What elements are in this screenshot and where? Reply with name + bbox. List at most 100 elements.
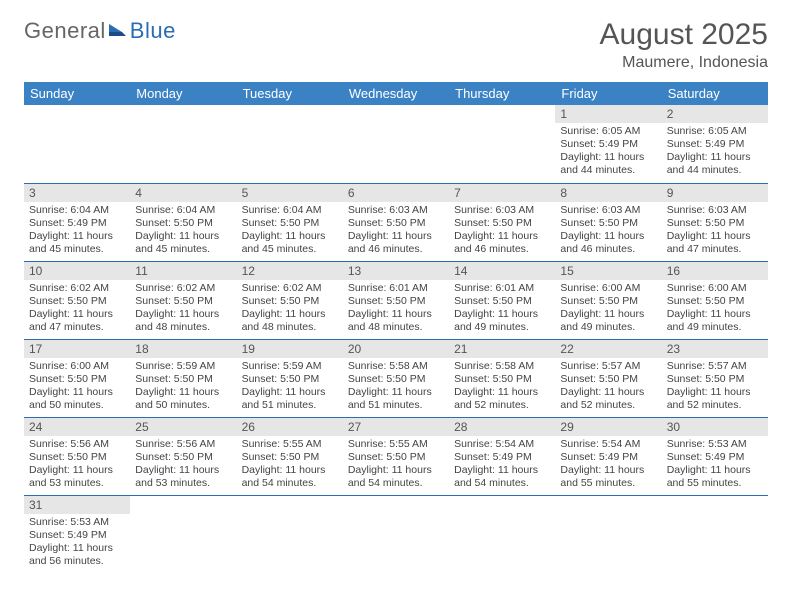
day-number: 8	[555, 184, 661, 202]
calendar-row: 31Sunrise: 5:53 AMSunset: 5:49 PMDayligh…	[24, 495, 768, 573]
day-number: 29	[555, 418, 661, 436]
calendar-cell: 2Sunrise: 6:05 AMSunset: 5:49 PMDaylight…	[662, 105, 768, 183]
logo: General Blue	[24, 18, 176, 44]
day-info: Sunrise: 6:02 AMSunset: 5:50 PMDaylight:…	[130, 280, 236, 339]
day-number: 7	[449, 184, 555, 202]
day-number: 15	[555, 262, 661, 280]
calendar-row: 24Sunrise: 5:56 AMSunset: 5:50 PMDayligh…	[24, 417, 768, 495]
day-info: Sunrise: 5:55 AMSunset: 5:50 PMDaylight:…	[237, 436, 343, 495]
day-number: 13	[343, 262, 449, 280]
calendar-cell: 8Sunrise: 6:03 AMSunset: 5:50 PMDaylight…	[555, 183, 661, 261]
weekday-header: Friday	[555, 82, 661, 105]
day-info: Sunrise: 5:59 AMSunset: 5:50 PMDaylight:…	[130, 358, 236, 417]
calendar-cell: 13Sunrise: 6:01 AMSunset: 5:50 PMDayligh…	[343, 261, 449, 339]
day-number: 28	[449, 418, 555, 436]
calendar-cell: 4Sunrise: 6:04 AMSunset: 5:50 PMDaylight…	[130, 183, 236, 261]
calendar-cell: 12Sunrise: 6:02 AMSunset: 5:50 PMDayligh…	[237, 261, 343, 339]
day-info: Sunrise: 6:02 AMSunset: 5:50 PMDaylight:…	[237, 280, 343, 339]
day-info: Sunrise: 5:58 AMSunset: 5:50 PMDaylight:…	[449, 358, 555, 417]
header: General Blue August 2025 Maumere, Indone…	[24, 18, 768, 72]
weekday-header: Saturday	[662, 82, 768, 105]
day-number: 21	[449, 340, 555, 358]
calendar-cell-empty	[343, 495, 449, 573]
day-number: 3	[24, 184, 130, 202]
day-info: Sunrise: 6:00 AMSunset: 5:50 PMDaylight:…	[24, 358, 130, 417]
day-info: Sunrise: 6:01 AMSunset: 5:50 PMDaylight:…	[343, 280, 449, 339]
day-number: 5	[237, 184, 343, 202]
day-info: Sunrise: 5:53 AMSunset: 5:49 PMDaylight:…	[662, 436, 768, 495]
day-info: Sunrise: 6:00 AMSunset: 5:50 PMDaylight:…	[662, 280, 768, 339]
weekday-header: Thursday	[449, 82, 555, 105]
calendar-row: 3Sunrise: 6:04 AMSunset: 5:49 PMDaylight…	[24, 183, 768, 261]
calendar-cell: 26Sunrise: 5:55 AMSunset: 5:50 PMDayligh…	[237, 417, 343, 495]
day-number: 27	[343, 418, 449, 436]
calendar-row: 1Sunrise: 6:05 AMSunset: 5:49 PMDaylight…	[24, 105, 768, 183]
day-info: Sunrise: 6:05 AMSunset: 5:49 PMDaylight:…	[662, 123, 768, 182]
day-number: 20	[343, 340, 449, 358]
day-number: 22	[555, 340, 661, 358]
day-number: 25	[130, 418, 236, 436]
calendar-cell: 1Sunrise: 6:05 AMSunset: 5:49 PMDaylight…	[555, 105, 661, 183]
calendar-cell-empty	[449, 105, 555, 183]
month-title: August 2025	[600, 18, 768, 52]
calendar-cell-empty	[24, 105, 130, 183]
day-info: Sunrise: 5:58 AMSunset: 5:50 PMDaylight:…	[343, 358, 449, 417]
calendar-cell-empty	[130, 495, 236, 573]
calendar-cell: 15Sunrise: 6:00 AMSunset: 5:50 PMDayligh…	[555, 261, 661, 339]
day-info: Sunrise: 6:00 AMSunset: 5:50 PMDaylight:…	[555, 280, 661, 339]
location: Maumere, Indonesia	[600, 54, 768, 72]
calendar-cell: 29Sunrise: 5:54 AMSunset: 5:49 PMDayligh…	[555, 417, 661, 495]
calendar-table: SundayMondayTuesdayWednesdayThursdayFrid…	[24, 82, 768, 573]
day-info: Sunrise: 5:57 AMSunset: 5:50 PMDaylight:…	[555, 358, 661, 417]
calendar-cell: 24Sunrise: 5:56 AMSunset: 5:50 PMDayligh…	[24, 417, 130, 495]
day-number: 1	[555, 105, 661, 123]
title-block: August 2025 Maumere, Indonesia	[600, 18, 768, 72]
calendar-cell-empty	[662, 495, 768, 573]
day-info: Sunrise: 6:04 AMSunset: 5:50 PMDaylight:…	[237, 202, 343, 261]
calendar-cell: 31Sunrise: 5:53 AMSunset: 5:49 PMDayligh…	[24, 495, 130, 573]
day-number: 19	[237, 340, 343, 358]
day-info: Sunrise: 6:04 AMSunset: 5:50 PMDaylight:…	[130, 202, 236, 261]
day-number: 24	[24, 418, 130, 436]
calendar-cell: 23Sunrise: 5:57 AMSunset: 5:50 PMDayligh…	[662, 339, 768, 417]
calendar-cell-empty	[555, 495, 661, 573]
calendar-row: 17Sunrise: 6:00 AMSunset: 5:50 PMDayligh…	[24, 339, 768, 417]
calendar-cell-empty	[237, 105, 343, 183]
day-number: 9	[662, 184, 768, 202]
calendar-cell: 14Sunrise: 6:01 AMSunset: 5:50 PMDayligh…	[449, 261, 555, 339]
day-info: Sunrise: 6:05 AMSunset: 5:49 PMDaylight:…	[555, 123, 661, 182]
calendar-cell: 30Sunrise: 5:53 AMSunset: 5:49 PMDayligh…	[662, 417, 768, 495]
flag-icon	[108, 22, 128, 40]
day-number: 17	[24, 340, 130, 358]
calendar-cell: 20Sunrise: 5:58 AMSunset: 5:50 PMDayligh…	[343, 339, 449, 417]
calendar-cell-empty	[237, 495, 343, 573]
calendar-body: 1Sunrise: 6:05 AMSunset: 5:49 PMDaylight…	[24, 105, 768, 573]
day-number: 2	[662, 105, 768, 123]
calendar-cell: 9Sunrise: 6:03 AMSunset: 5:50 PMDaylight…	[662, 183, 768, 261]
calendar-cell: 7Sunrise: 6:03 AMSunset: 5:50 PMDaylight…	[449, 183, 555, 261]
calendar-cell-empty	[343, 105, 449, 183]
day-info: Sunrise: 5:55 AMSunset: 5:50 PMDaylight:…	[343, 436, 449, 495]
weekday-header: Sunday	[24, 82, 130, 105]
calendar-cell: 5Sunrise: 6:04 AMSunset: 5:50 PMDaylight…	[237, 183, 343, 261]
weekday-header: Tuesday	[237, 82, 343, 105]
calendar-cell: 6Sunrise: 6:03 AMSunset: 5:50 PMDaylight…	[343, 183, 449, 261]
calendar-cell: 25Sunrise: 5:56 AMSunset: 5:50 PMDayligh…	[130, 417, 236, 495]
calendar-cell-empty	[449, 495, 555, 573]
day-info: Sunrise: 6:04 AMSunset: 5:49 PMDaylight:…	[24, 202, 130, 261]
day-number: 18	[130, 340, 236, 358]
calendar-cell: 22Sunrise: 5:57 AMSunset: 5:50 PMDayligh…	[555, 339, 661, 417]
calendar-cell-empty	[130, 105, 236, 183]
logo-text-blue: Blue	[130, 18, 176, 44]
day-info: Sunrise: 6:03 AMSunset: 5:50 PMDaylight:…	[555, 202, 661, 261]
day-info: Sunrise: 5:59 AMSunset: 5:50 PMDaylight:…	[237, 358, 343, 417]
day-number: 4	[130, 184, 236, 202]
day-info: Sunrise: 5:56 AMSunset: 5:50 PMDaylight:…	[130, 436, 236, 495]
calendar-cell: 17Sunrise: 6:00 AMSunset: 5:50 PMDayligh…	[24, 339, 130, 417]
day-number: 11	[130, 262, 236, 280]
day-number: 10	[24, 262, 130, 280]
day-number: 6	[343, 184, 449, 202]
calendar-cell: 27Sunrise: 5:55 AMSunset: 5:50 PMDayligh…	[343, 417, 449, 495]
logo-text-general: General	[24, 18, 106, 44]
day-info: Sunrise: 5:54 AMSunset: 5:49 PMDaylight:…	[555, 436, 661, 495]
